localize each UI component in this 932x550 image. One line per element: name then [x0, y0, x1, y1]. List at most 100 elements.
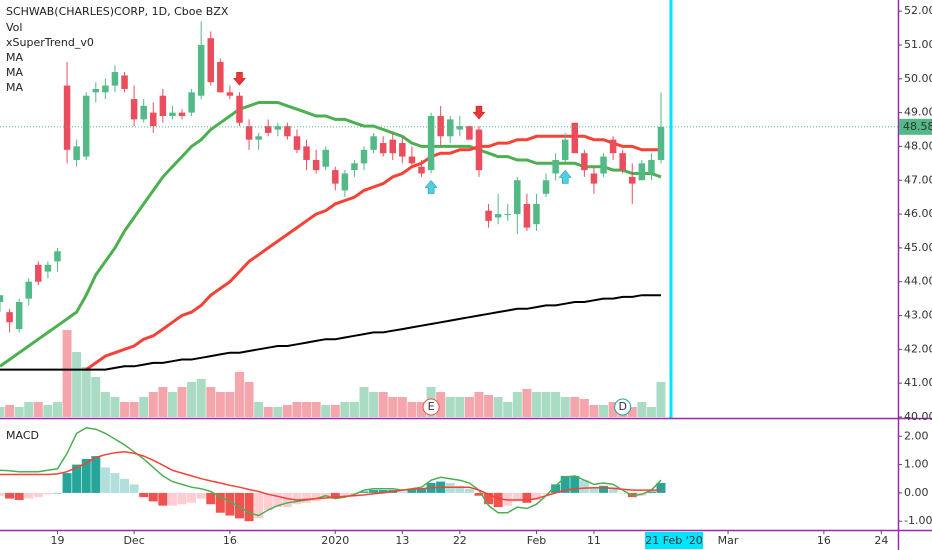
volume-bar [302, 402, 312, 417]
macd-histogram-bar [493, 492, 503, 508]
macd-histogram-bar [167, 492, 177, 506]
macd-histogram-bar [24, 492, 34, 499]
volume-bar [455, 397, 465, 417]
candle-body [150, 112, 157, 127]
candle-body [159, 95, 167, 116]
macd-histogram-bar [455, 485, 465, 493]
volume-bar [158, 387, 168, 417]
legend-entry: MA [6, 81, 23, 94]
y-tick-label: 40.00 [904, 410, 932, 423]
candle-body [217, 61, 224, 93]
volume-bar [33, 402, 43, 417]
candle-body [332, 170, 339, 184]
candle-body [456, 126, 464, 130]
volume-bar [52, 402, 62, 417]
macd-histogram-bar [110, 473, 120, 493]
macd-histogram-bar [72, 464, 82, 493]
buy-signal [424, 180, 438, 194]
macd-histogram-bar [531, 492, 541, 500]
volume-bar [24, 402, 34, 417]
macd-histogram-bar [52, 492, 62, 494]
candle-body [312, 159, 320, 171]
volume-bar [378, 392, 388, 417]
y-tick-label: 49.00 [904, 106, 932, 119]
volume-bar [43, 405, 53, 417]
candle-body [379, 143, 387, 154]
candle-body [130, 99, 138, 120]
volume-bar [388, 397, 398, 417]
macd-histogram-bar [359, 491, 369, 493]
volume-bar [0, 407, 5, 417]
volume-bar [579, 399, 589, 417]
volume-bar [656, 382, 666, 417]
signal-line [0, 451, 661, 501]
candle-body [111, 72, 119, 86]
volume-bar [570, 397, 580, 417]
volume-bar [349, 402, 359, 417]
candle-body [274, 126, 282, 130]
candle-body [600, 156, 607, 174]
event-badge [614, 398, 632, 416]
sell-signal [232, 72, 247, 86]
macd-histogram-bar [397, 491, 407, 493]
macd-histogram-bar [244, 492, 254, 522]
candle-body [82, 95, 90, 157]
macd-histogram-bar [263, 492, 273, 510]
candle-body [188, 92, 195, 113]
macd-histogram-bar [579, 480, 589, 493]
macd-histogram-bar [541, 492, 551, 495]
macd-histogram-bar [464, 488, 474, 493]
volume-bar [560, 397, 570, 417]
candle-body [25, 281, 32, 299]
cursor-label-box [644, 532, 703, 549]
candle-body [341, 173, 349, 191]
candle-body [63, 85, 71, 150]
x-tick-label: 2020 [321, 534, 349, 547]
macd-histogram-bar [474, 492, 484, 496]
volume-bar [81, 367, 91, 417]
y-tick-label: 43.00 [904, 309, 932, 322]
volume-bar [436, 392, 446, 417]
volume-bar [551, 392, 561, 417]
candle-body [533, 203, 540, 225]
y-tick-label: 44.00 [904, 275, 932, 288]
x-tick-label: Feb [527, 534, 546, 547]
candle-body [121, 75, 128, 89]
y-tick-label: 52.00 [904, 4, 932, 17]
macd-histogram-bar [445, 482, 455, 493]
candle-body [255, 136, 262, 140]
x-tick-label: 19 [50, 534, 64, 547]
candle-body [408, 156, 416, 164]
indicator-label: Vol [6, 21, 22, 34]
macd-histogram-bar [656, 482, 666, 493]
volume-bar [72, 352, 82, 417]
macd-histogram-bar [120, 478, 130, 493]
volume-bar [445, 397, 455, 417]
macd-histogram-bar [62, 473, 72, 493]
macd-histogram-bar [512, 492, 522, 502]
macd-histogram-bar [417, 488, 427, 493]
volume-bar [589, 405, 599, 417]
volume-bar [493, 397, 503, 417]
macd-histogram-bar [522, 492, 532, 503]
candle-body [609, 139, 617, 154]
macd-histogram-bar [91, 456, 101, 493]
candle-body [648, 159, 655, 174]
macd-histogram-bar [407, 490, 417, 493]
volume-bar [129, 402, 139, 417]
buy-signal [558, 169, 572, 184]
y-tick-label: -1.00 [904, 514, 932, 527]
candle-body [590, 173, 598, 184]
volume-bar [282, 405, 292, 417]
candle-body [351, 163, 358, 171]
cursor-label: 21 Feb '20 [645, 534, 703, 547]
candle-body [657, 126, 665, 160]
macd-histogram-bar [100, 467, 110, 493]
candle-body [629, 176, 636, 184]
y-tick-label: 47.00 [904, 173, 932, 186]
candle-body [197, 44, 205, 96]
candle-body [245, 126, 253, 140]
volume-bar [340, 402, 350, 417]
candle-body [399, 143, 406, 157]
